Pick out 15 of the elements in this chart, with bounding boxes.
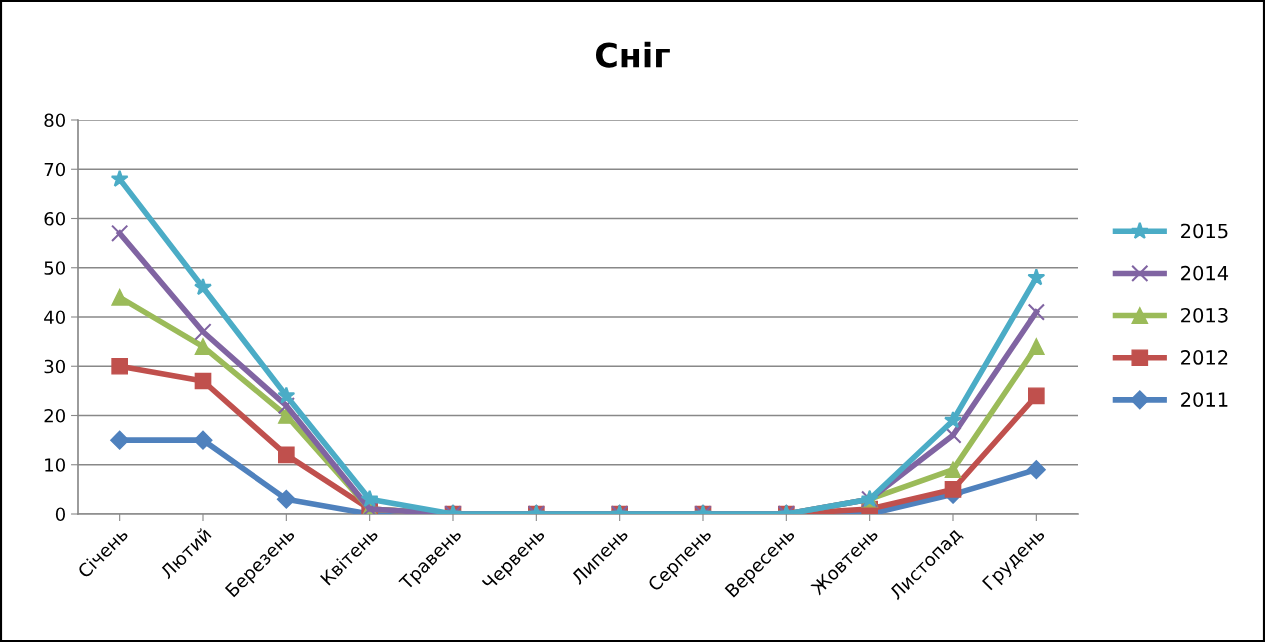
y-tick-label: 70 xyxy=(44,162,65,177)
legend-label: 2012 xyxy=(1181,350,1228,365)
legend-label: 2013 xyxy=(1181,307,1228,323)
y-tick-label: 50 xyxy=(44,261,65,275)
legend-label: 2014 xyxy=(1181,265,1229,281)
chart-title: Сніг xyxy=(595,41,670,68)
y-tick-label: 40 xyxy=(44,310,65,325)
y-tick-label: 60 xyxy=(44,211,65,226)
y-tick-label: 0 xyxy=(55,507,65,522)
y-tick-label: 10 xyxy=(45,458,65,472)
legend-label: 2011 xyxy=(1181,392,1228,407)
legend-label: 2015 xyxy=(1181,223,1228,239)
y-tick-label: 20 xyxy=(44,408,65,423)
y-tick-label: 80 xyxy=(44,113,65,128)
y-tick-label: 30 xyxy=(44,359,65,374)
